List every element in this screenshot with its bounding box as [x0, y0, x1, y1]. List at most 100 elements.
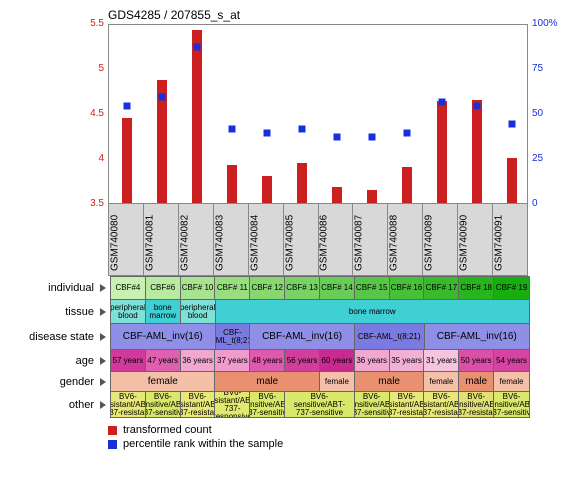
x-label: GSM740090	[458, 204, 493, 275]
y-left-tick: 5	[98, 63, 104, 74]
expand-arrow-icon[interactable]	[96, 392, 110, 418]
percentile-marker	[438, 99, 445, 106]
bar	[367, 190, 377, 204]
meta-cell: CBF# 10	[181, 277, 216, 299]
meta-row-gender: genderfemalemalefemalemalefemalemalefema…	[8, 372, 563, 392]
meta-cell: CBF-AML_inv(16)	[425, 324, 530, 349]
meta-row-label: individual	[8, 276, 96, 300]
bar	[297, 163, 307, 204]
percentile-marker	[193, 43, 200, 50]
meta-cell: BV6-resistant/ABT-737-resistant	[111, 392, 146, 417]
meta-cell: CBF# 14	[320, 277, 355, 299]
meta-row-other: otherBV6-resistant/ABT-737-resistantBV6-…	[8, 392, 563, 418]
percentile-marker	[473, 103, 480, 110]
bar	[402, 167, 412, 203]
meta-cell: CBF-AML_inv(16)	[250, 324, 355, 349]
chart-title: GDS4285 / 207855_s_at	[108, 8, 563, 22]
percentile-marker	[158, 94, 165, 101]
meta-row-disease-state: disease stateCBF-AML_inv(16)CBF-AML_t(8;…	[8, 324, 563, 350]
meta-cell: male	[215, 372, 319, 391]
meta-cell: BV6-resistant/ABT-737-resistant	[390, 392, 425, 417]
percentile-marker	[263, 130, 270, 137]
expand-arrow-icon[interactable]	[96, 276, 110, 300]
metadata-table: individualCBF#4CBF#6CBF# 10CBF# 11CBF# 1…	[8, 276, 563, 418]
meta-cell: 56 years	[285, 350, 320, 371]
meta-cell: BV6-sensitive/ABT-737-sensitive	[146, 392, 181, 417]
percentile-marker	[368, 133, 375, 140]
meta-cell: male	[355, 372, 425, 391]
meta-cell: 36 years	[181, 350, 216, 371]
bar	[192, 30, 202, 203]
y-left-tick: 4.5	[90, 108, 104, 119]
legend-marker-icon	[108, 426, 117, 435]
meta-cell: BV6-resistant/ABT-737-resistant	[181, 392, 216, 417]
y-axis-right: 0255075100%	[528, 24, 563, 204]
y-left-tick: 5.5	[90, 18, 104, 29]
expand-arrow-icon[interactable]	[96, 372, 110, 392]
meta-cell: bone marrow	[216, 300, 529, 323]
x-label: GSM740088	[388, 204, 423, 275]
expand-arrow-icon[interactable]	[96, 300, 110, 324]
meta-row-label: age	[8, 350, 96, 372]
x-label: GSM740084	[249, 204, 284, 275]
bar	[122, 118, 132, 204]
legend-label: percentile rank within the sample	[123, 438, 283, 450]
meta-cell: BV6-resistant/ABT-737-resistant	[424, 392, 459, 417]
y-right-tick: 25	[532, 153, 543, 164]
x-label: GSM740087	[353, 204, 388, 275]
y-left-tick: 3.5	[90, 198, 104, 209]
x-label: GSM740080	[109, 204, 144, 275]
meta-cell: CBF# 11	[215, 277, 250, 299]
meta-cell: peripheral blood	[111, 300, 146, 323]
bar	[332, 187, 342, 203]
meta-row-label: other	[8, 392, 96, 418]
meta-cell: female	[111, 372, 215, 391]
meta-cell: CBF# 16	[390, 277, 425, 299]
meta-cell: 47 years	[146, 350, 181, 371]
meta-cell: CBF# 18	[459, 277, 494, 299]
y-right-tick: 50	[532, 108, 543, 119]
expand-arrow-icon[interactable]	[96, 324, 110, 350]
bar	[262, 176, 272, 203]
bar	[227, 165, 237, 203]
legend-marker-icon	[108, 440, 117, 449]
meta-cell: female	[424, 372, 459, 391]
percentile-marker	[123, 103, 130, 110]
meta-cell: BV6-sensitive/ABT-737-resistant	[459, 392, 494, 417]
y-right-tick: 0	[532, 198, 538, 209]
meta-row-label: disease state	[8, 324, 96, 350]
meta-cell: 54 years	[494, 350, 529, 371]
meta-cell: 31 years	[424, 350, 459, 371]
bar	[507, 158, 517, 203]
legend: transformed count percentile rank within …	[108, 424, 563, 450]
meta-cell: 50 years	[459, 350, 494, 371]
meta-cell: 35 years	[390, 350, 425, 371]
meta-cell: CBF# 12	[250, 277, 285, 299]
expand-arrow-icon[interactable]	[96, 350, 110, 372]
y-right-tick: 100%	[532, 18, 558, 29]
meta-cell: 48 years	[250, 350, 285, 371]
meta-cell: CBF# 19	[494, 277, 529, 299]
meta-cell: 57 years	[111, 350, 146, 371]
meta-cell: CBF# 17	[424, 277, 459, 299]
meta-cell: CBF# 15	[355, 277, 390, 299]
plot-area	[108, 24, 528, 204]
x-label: GSM740083	[214, 204, 249, 275]
meta-cell: female	[320, 372, 355, 391]
x-label: GSM740082	[179, 204, 214, 275]
meta-cell: BV6-resistant/ABT-737-responsive	[215, 392, 250, 417]
meta-cell: CBF#6	[146, 277, 181, 299]
legend-item: transformed count	[108, 424, 563, 436]
percentile-marker	[508, 121, 515, 128]
x-label: GSM740091	[493, 204, 527, 275]
meta-cell: male	[459, 372, 494, 391]
meta-cell: CBF-AML_inv(16)	[111, 324, 216, 349]
percentile-marker	[298, 126, 305, 133]
meta-row-label: tissue	[8, 300, 96, 324]
bar	[437, 101, 447, 203]
meta-cell: peripheral blood	[181, 300, 216, 323]
meta-cell: bone marrow	[146, 300, 181, 323]
x-label: GSM740089	[423, 204, 458, 275]
legend-item: percentile rank within the sample	[108, 438, 563, 450]
percentile-marker	[403, 130, 410, 137]
